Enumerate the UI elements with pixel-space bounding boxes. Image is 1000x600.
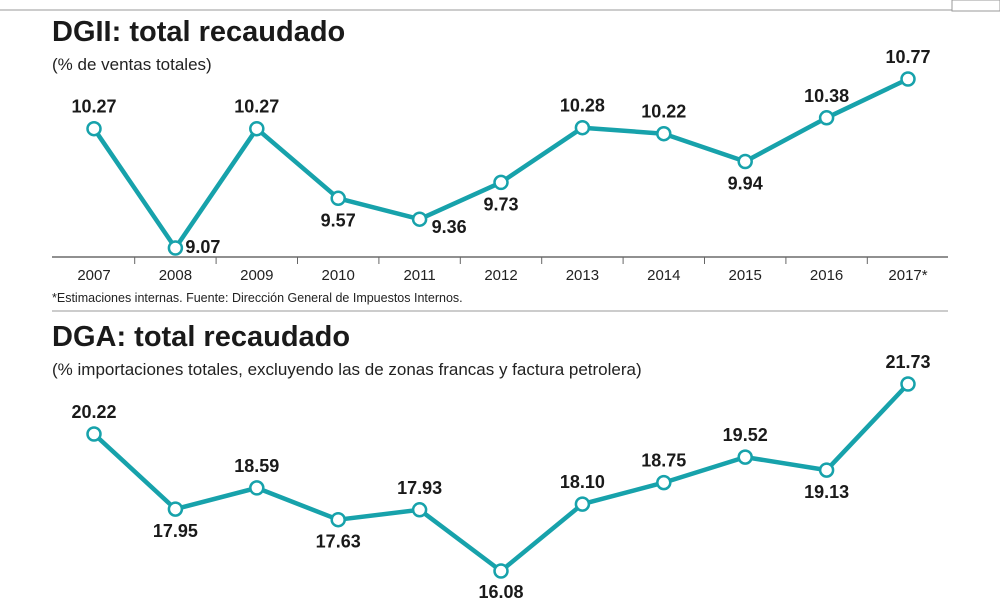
dga-value-label-5: 16.08 — [478, 582, 523, 600]
dgii-point-9 — [818, 110, 835, 126]
dgii-point-2 — [249, 120, 265, 137]
dgii-value-label-0: 10.27 — [71, 97, 116, 117]
dgii-value-label-7: 10.22 — [641, 102, 686, 122]
dgii-value-label-5: 9.73 — [483, 194, 518, 214]
dgii-point-6 — [574, 119, 591, 136]
dgii-point-5 — [493, 174, 509, 191]
dga-value-label-2: 18.59 — [234, 456, 279, 476]
dga-series-line — [92, 382, 910, 574]
dgii-plot-area: 10.27 9.07 10.27 9.57 9.36 9.73 10.28 10.22 9.94… — [71, 47, 930, 257]
dgii-point-1 — [167, 240, 184, 256]
dgii-x-tick-label-0: 2007 — [77, 267, 110, 284]
dgii-series-line — [92, 76, 909, 251]
dga-value-label-8: 19.52 — [723, 425, 768, 445]
dgii-title: DGII: total recaudado — [52, 16, 345, 48]
dgii-x-tick-label-4: 2011 — [403, 267, 435, 284]
dga-title: DGA: total recaudado — [52, 321, 350, 353]
dgii-point-4 — [411, 211, 428, 227]
dga-value-label-9: 19.13 — [804, 482, 849, 502]
dga-value-label-3: 17.63 — [316, 532, 361, 552]
dga-point-6 — [574, 496, 591, 512]
dgii-point-8 — [737, 153, 753, 170]
footnote: *Estimaciones internas. Fuente: Direcció… — [52, 291, 463, 305]
dgii-value-label-10: 10.77 — [885, 47, 930, 67]
dgii-point-10 — [900, 71, 916, 87]
dgii-x-tick-label-8: 2015 — [729, 267, 762, 284]
dgii-x-tick-label-10: 2017* — [888, 267, 927, 284]
dga-point-8 — [737, 449, 753, 465]
dgii-x-tick-label-9: 2016 — [810, 267, 843, 284]
dgii-value-label-2: 10.27 — [234, 97, 279, 117]
dga-value-label-1: 17.95 — [153, 521, 198, 541]
dgii-x-tick-label-3: 2010 — [322, 267, 355, 284]
dga-point-1 — [167, 501, 184, 517]
dgii-value-label-8: 9.94 — [728, 174, 763, 194]
dga-value-label-10: 21.73 — [885, 352, 930, 372]
dgii-x-ticks: 2007 2008 2009 2010 2011 2012 2013 2014 2015 2016… — [77, 257, 928, 284]
dgii-point-3 — [330, 190, 346, 207]
dga-point-4 — [411, 502, 428, 518]
dga-point-10 — [900, 376, 916, 392]
dga-value-label-0: 20.22 — [71, 402, 116, 422]
dgii-x-tick-label-5: 2012 — [484, 267, 517, 284]
dga-value-label-6: 18.10 — [560, 472, 605, 492]
dgii-point-0 — [86, 120, 102, 137]
dgii-value-label-3: 9.57 — [321, 210, 356, 230]
dgii-x-tick-label-7: 2014 — [647, 267, 680, 284]
dgii-x-tick-label-6: 2013 — [566, 267, 599, 284]
dga-point-2 — [249, 480, 265, 496]
dgii-x-tick-label-2: 2009 — [240, 267, 273, 284]
dgii-point-7 — [656, 125, 672, 142]
dgii-value-label-6: 10.28 — [560, 96, 605, 116]
dga-plot-area: 20.22 17.95 18.59 17.63 17.93 16.08 18.10 18.75… — [71, 352, 930, 600]
dgii-x-tick-label-1: 2008 — [159, 267, 192, 284]
dga-point-9 — [818, 462, 835, 478]
dga-point-5 — [493, 563, 509, 579]
dgii-subtitle: (% de ventas totales) — [52, 55, 212, 74]
dga-value-label-4: 17.93 — [397, 478, 442, 498]
dga-value-label-7: 18.75 — [641, 451, 686, 471]
dgii-value-label-4: 9.36 — [432, 217, 467, 237]
dgii-value-label-9: 10.38 — [804, 86, 849, 106]
corner-marker — [951, 0, 1000, 12]
dgii-value-label-1: 9.07 — [185, 237, 220, 257]
dga-point-3 — [330, 511, 346, 528]
dga-point-0 — [86, 426, 102, 442]
dga-point-7 — [656, 474, 672, 491]
dga-subtitle: (% importaciones totales, excluyendo las… — [52, 360, 642, 379]
